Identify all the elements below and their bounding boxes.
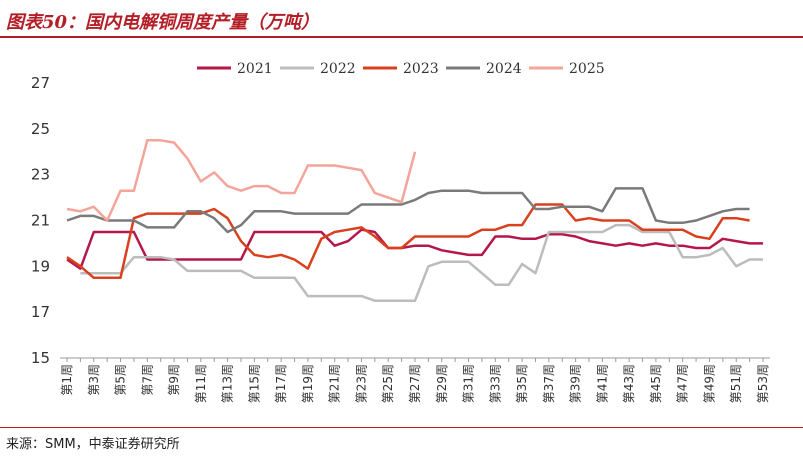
y-tick-label: 15: [31, 349, 50, 367]
x-axis: 第1周 第3周 第5周 第7周 第9周 第11周 第13周 第15周 第17周 第19周 第21周第…: [60, 357, 770, 403]
x-tick-label: 第53周: [756, 364, 770, 403]
legend-label-2021: 2021: [237, 61, 273, 77]
x-tick-label: 第11周: [194, 364, 208, 403]
x-tick-label: 第5周: [114, 364, 128, 396]
x-tick-label: 第27周: [408, 364, 422, 403]
x-tick-label: 第41周: [595, 364, 609, 403]
x-tick-label: 第47周: [676, 364, 690, 403]
series-lines: [66, 139, 763, 302]
x-tick-label: 第19周: [301, 364, 315, 403]
x-tick-label: 第9周: [167, 364, 181, 396]
y-tick-label: 27: [31, 74, 50, 92]
series-line-2024: [66, 187, 750, 234]
chart-title: 图表50：国内电解铜周度产量（万吨）: [6, 12, 320, 33]
title-bar: 图表50：国内电解铜周度产量（万吨）: [0, 0, 803, 38]
x-tick-label: 第1周: [60, 364, 74, 396]
footer-rule: [0, 427, 803, 428]
chart-legend: 2021 2022 2023 2024 2025: [197, 61, 605, 77]
x-tick-label: 第13周: [221, 364, 235, 403]
series-line-2022: [80, 223, 763, 302]
x-tick-label: 第33周: [488, 364, 502, 403]
x-tick-label: 第15周: [247, 364, 261, 403]
legend-label-2023: 2023: [403, 61, 439, 77]
x-tick-label: 第25周: [381, 364, 395, 403]
x-tick-label: 第51周: [729, 364, 743, 403]
y-tick-label: 23: [31, 166, 50, 184]
x-tick-label: 第17周: [274, 364, 288, 403]
x-tick-label: 第39周: [569, 364, 583, 403]
legend-label-2022: 2022: [320, 61, 356, 77]
x-tick-label: 第3周: [87, 364, 101, 396]
x-tick-label: 第21周: [328, 364, 342, 403]
y-tick-label: 21: [31, 212, 50, 230]
y-tick-label: 25: [31, 120, 50, 138]
x-tick-label: 第31周: [462, 364, 476, 403]
x-tick-label: 第49周: [702, 364, 716, 403]
y-tick-label: 17: [31, 303, 50, 321]
x-tick-label: 第43周: [622, 364, 636, 403]
x-tick-label: 第37周: [542, 364, 556, 403]
x-tick-label: 第7周: [140, 364, 154, 396]
y-tick-label: 19: [31, 257, 50, 275]
x-tick-label: 第23周: [354, 364, 368, 403]
series-line-2021: [66, 228, 763, 270]
title-underline: [0, 36, 803, 38]
series-line-2025: [66, 139, 417, 222]
source-note: 来源：SMM，中泰证券研究所: [6, 437, 180, 452]
legend-label-2025: 2025: [569, 61, 605, 77]
x-tick-label: 第35周: [515, 364, 529, 403]
legend-label-2024: 2024: [486, 61, 522, 77]
series-line-2023: [66, 203, 750, 280]
x-tick-label: 第29周: [435, 364, 449, 403]
x-tick-label: 第45周: [649, 364, 663, 403]
y-axis: 15 17 19 21 23 25 27: [31, 74, 50, 367]
